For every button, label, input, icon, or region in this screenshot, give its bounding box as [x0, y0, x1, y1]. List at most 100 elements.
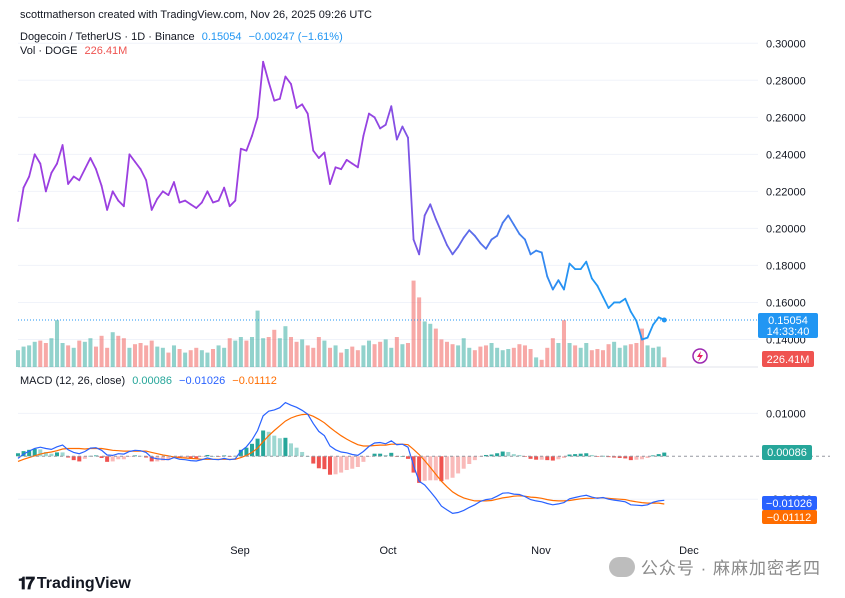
price-line-segment [485, 238, 493, 250]
price-line-segment [128, 153, 136, 163]
macd-hist-bar [49, 453, 54, 457]
volume-bar [366, 340, 371, 367]
wechat-icon [608, 556, 635, 577]
volume-bar [99, 335, 104, 367]
macd-hist-bar [249, 443, 254, 457]
price-line-segment [145, 179, 153, 211]
macd-hist-bar [372, 453, 377, 457]
macd-hist-bar [467, 456, 472, 464]
price-line-segment [139, 168, 148, 182]
macd-hist-bar [361, 456, 366, 462]
macd-tick-label: 0.01000 [766, 408, 806, 420]
macd-hist-bar [149, 456, 154, 462]
volume-bar [355, 350, 360, 367]
price-line-segment [479, 242, 487, 250]
volume-bar [261, 338, 266, 367]
price-line-segment [635, 320, 643, 341]
volume-bar [472, 350, 477, 367]
price-tick-label: 0.20000 [766, 223, 806, 235]
macd-hist-bar [612, 456, 617, 458]
volume-bar [439, 339, 444, 367]
volume-bar [132, 344, 138, 367]
price-change: −0.00247 (−1.61%) [248, 31, 343, 43]
tradingview-logo[interactable]: 𝟏𝟕 TradingView [18, 574, 131, 594]
price-line-segment [239, 147, 248, 152]
price-line-segment [234, 147, 242, 202]
price-line-segment [490, 234, 499, 241]
price-line-segment [607, 301, 616, 309]
macd-hist-bar [316, 456, 321, 469]
last-price-dot [661, 317, 667, 323]
volume-bar [160, 347, 165, 367]
price-line-segment [618, 297, 627, 304]
price-line-segment [134, 160, 142, 171]
macd-hist-bar [355, 456, 360, 467]
volume-bar [578, 347, 583, 367]
price-line-segment [61, 144, 70, 185]
price-line-segment [345, 158, 354, 165]
macd-hist-bar [651, 455, 656, 457]
watermark-text: 公众号 · 麻麻加密老四 [640, 559, 821, 578]
volume-bar [394, 337, 399, 367]
lightning-bolt [697, 351, 703, 362]
price-line-segment [395, 125, 404, 141]
volume-bar [155, 346, 160, 367]
price-line-segment [178, 199, 187, 204]
volume-label[interactable]: Vol · DOGE [20, 45, 78, 57]
macd-hist-bar [461, 456, 466, 469]
macd-hist-bar [595, 456, 600, 457]
volume-bar [461, 338, 466, 367]
macd-label[interactable]: MACD (12, 26, close) [20, 375, 126, 387]
macd-hist-bar [188, 456, 193, 459]
volume-bar [82, 341, 87, 367]
price-tick-label: 0.18000 [766, 260, 806, 272]
macd-hist-bar [584, 453, 589, 457]
price-line-segment [284, 75, 292, 85]
volume-bar [272, 329, 277, 367]
symbol-name[interactable]: Dogecoin / TetherUS · 1D · Binance [20, 31, 195, 43]
volume-bar [550, 338, 555, 367]
volume-bar [199, 350, 204, 367]
macd-hist-bar [166, 456, 171, 461]
volume-bar [344, 349, 349, 367]
volume-bar [528, 349, 533, 367]
lightning-icon[interactable] [692, 348, 708, 364]
volume-bar [584, 343, 589, 367]
volume-bar [54, 320, 60, 367]
price-line-segment [362, 112, 370, 137]
price-line-segment [518, 233, 526, 241]
price-line-segment [167, 181, 175, 196]
volume-value: 226.41M [84, 45, 128, 57]
price-line-segment [106, 190, 114, 211]
volume-bar [422, 321, 427, 367]
macd-hist-bar [545, 456, 550, 461]
volume-bar [483, 345, 488, 367]
macd-hist-bar [405, 456, 410, 459]
volume-bar [511, 347, 516, 367]
macd-hist-bar [311, 456, 316, 464]
macd-line [17, 401, 665, 515]
volume-bar [238, 337, 243, 367]
macd-hist-bar [127, 456, 132, 457]
volume-bar [522, 345, 527, 367]
price-line-segment [161, 190, 170, 196]
volume-bar [300, 339, 305, 367]
macd-hist-bar [99, 456, 104, 458]
price-line-segment [390, 105, 398, 141]
price-line-segment [111, 190, 120, 202]
price-line-segment [295, 103, 304, 109]
price-line-segment [462, 229, 471, 239]
macd-hist-bar [656, 454, 661, 457]
macd-hist-bar [483, 454, 488, 457]
volume-bar [283, 326, 288, 367]
macd-hist-bar [43, 451, 48, 457]
volume-bar [662, 357, 667, 367]
macd-hist-bar [194, 456, 199, 459]
volume-bar [417, 297, 422, 367]
x-tick-label: Nov [531, 545, 551, 557]
price-line-segment [44, 171, 53, 193]
volume-bar [43, 343, 48, 367]
price-line-segment [33, 153, 42, 165]
macd-hist-bar [199, 456, 204, 457]
volume-bar [305, 345, 310, 367]
